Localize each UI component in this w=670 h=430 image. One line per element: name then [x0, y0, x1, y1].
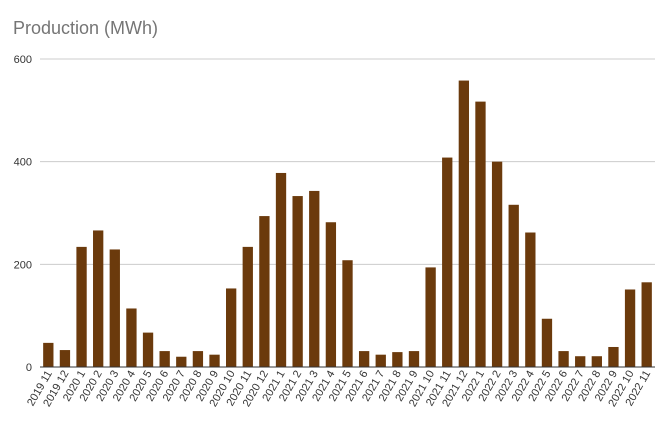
bar [209, 354, 220, 367]
bar [425, 267, 436, 367]
bar [508, 204, 519, 367]
bar [342, 260, 353, 367]
bar [43, 342, 54, 367]
bar [442, 157, 453, 367]
bar [375, 354, 386, 367]
bar [242, 246, 253, 367]
bar [591, 356, 602, 367]
bar [126, 308, 137, 367]
bar [525, 232, 536, 367]
bar [624, 289, 636, 367]
bar [142, 332, 154, 367]
bar [641, 282, 652, 367]
bar [192, 351, 204, 367]
y-tick-label: 600 [14, 54, 32, 66]
bar [358, 351, 370, 367]
bar [109, 249, 120, 367]
bar [309, 190, 320, 367]
bar [76, 246, 87, 367]
bar [558, 351, 569, 367]
bar [458, 80, 470, 367]
bar [59, 350, 71, 367]
bar [275, 172, 287, 367]
bar [475, 101, 486, 368]
bar [608, 346, 619, 367]
grid-layer [40, 58, 655, 265]
y-tick-label: 0 [26, 362, 32, 374]
bar [159, 351, 170, 367]
y-tick-label: 200 [14, 259, 32, 271]
bar [226, 288, 237, 367]
chart-title: Production (MWh) [13, 18, 159, 38]
y-tick-labels: 0 200 400 600 [14, 54, 32, 374]
bar [491, 161, 503, 367]
bar [325, 222, 337, 367]
bar [541, 318, 553, 367]
bar [392, 352, 403, 367]
bar [575, 356, 586, 367]
bar [259, 216, 270, 367]
bar [93, 230, 104, 367]
bar [408, 351, 420, 367]
y-tick-label: 400 [14, 157, 32, 169]
bars-layer [43, 80, 652, 368]
bar [292, 196, 303, 367]
bar [176, 356, 187, 367]
